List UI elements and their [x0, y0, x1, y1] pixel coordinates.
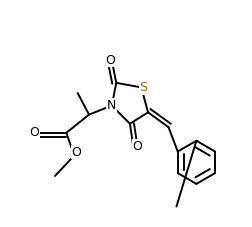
Text: S: S	[139, 81, 147, 94]
Text: O: O	[132, 140, 142, 153]
Text: O: O	[71, 146, 81, 159]
Text: O: O	[29, 126, 39, 139]
Text: O: O	[105, 54, 115, 67]
Text: N: N	[107, 99, 116, 112]
